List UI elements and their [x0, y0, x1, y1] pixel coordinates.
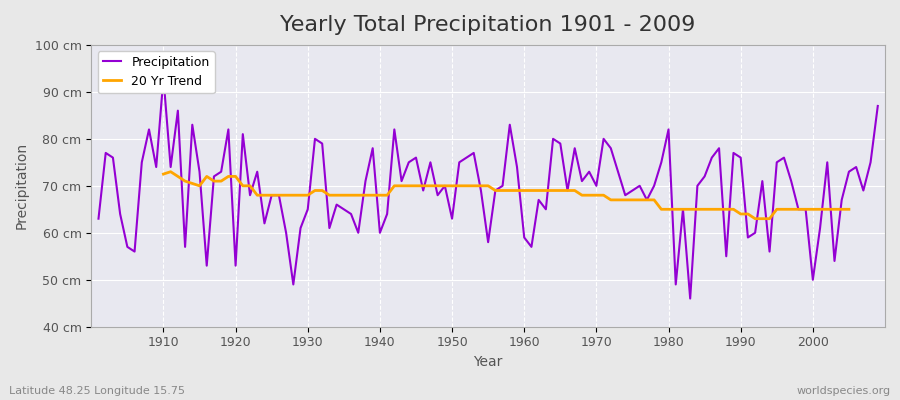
- Line: 20 Yr Trend: 20 Yr Trend: [164, 172, 849, 219]
- 20 Yr Trend: [511, 188, 522, 193]
- Y-axis label: Precipitation: Precipitation: [15, 142, 29, 229]
- Precipitation: [526, 244, 536, 249]
- Precipitation: [360, 179, 371, 184]
- 20 Yr Trend: [843, 207, 854, 212]
- X-axis label: Year: Year: [473, 355, 503, 369]
- 20 Yr Trend: [360, 193, 371, 198]
- Title: Yearly Total Precipitation 1901 - 2009: Yearly Total Precipitation 1901 - 2009: [281, 15, 696, 35]
- Text: Latitude 48.25 Longitude 15.75: Latitude 48.25 Longitude 15.75: [9, 386, 185, 396]
- Precipitation: [93, 216, 104, 221]
- 20 Yr Trend: [533, 188, 544, 193]
- 20 Yr Trend: [259, 193, 270, 198]
- Precipitation: [518, 235, 529, 240]
- Precipitation: [158, 75, 169, 80]
- 20 Yr Trend: [800, 207, 811, 212]
- 20 Yr Trend: [158, 172, 169, 176]
- 20 Yr Trend: [166, 169, 176, 174]
- Precipitation: [151, 165, 162, 170]
- 20 Yr Trend: [461, 184, 472, 188]
- Text: worldspecies.org: worldspecies.org: [796, 386, 891, 396]
- Precipitation: [872, 104, 883, 108]
- Line: Precipitation: Precipitation: [98, 78, 878, 298]
- Precipitation: [613, 169, 624, 174]
- Precipitation: [685, 296, 696, 301]
- Precipitation: [317, 141, 328, 146]
- Legend: Precipitation, 20 Yr Trend: Precipitation, 20 Yr Trend: [97, 51, 214, 93]
- 20 Yr Trend: [750, 216, 760, 221]
